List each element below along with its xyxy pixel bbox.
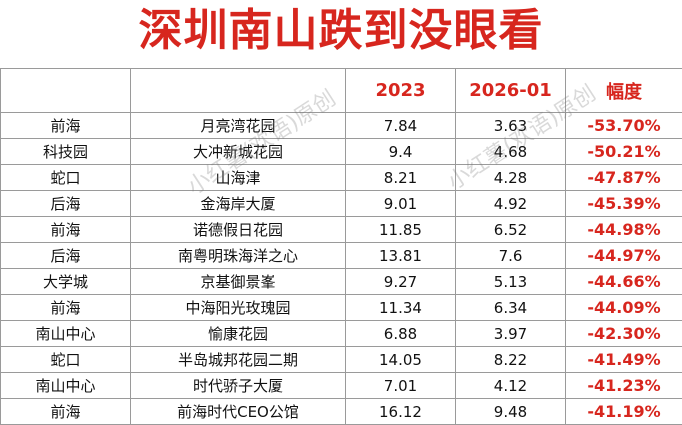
price-2026-cell: 4.28 — [456, 165, 566, 191]
header-cell — [131, 69, 346, 113]
price-2023-cell: 11.34 — [346, 295, 456, 321]
district-cell: 大学城 — [1, 269, 131, 295]
estate-cell: 半岛城邦花园二期 — [131, 347, 346, 373]
price-2026-cell: 4.92 — [456, 191, 566, 217]
estate-cell: 大冲新城花园 — [131, 139, 346, 165]
price-2026-cell: 3.97 — [456, 321, 566, 347]
price-2026-cell: 6.52 — [456, 217, 566, 243]
price-2026-cell: 4.68 — [456, 139, 566, 165]
district-cell: 蛇口 — [1, 165, 131, 191]
change-cell: -45.39% — [566, 191, 682, 217]
header-cell: 2026-01 — [456, 69, 566, 113]
estate-cell: 山海津 — [131, 165, 346, 191]
district-cell: 前海 — [1, 113, 131, 139]
estate-cell: 南粤明珠海洋之心 — [131, 243, 346, 269]
change-cell: -44.98% — [566, 217, 682, 243]
price-2023-cell: 9.27 — [346, 269, 456, 295]
title: 深圳南山跌到没眼看 — [0, 0, 682, 66]
estate-cell: 中海阳光玫瑰园 — [131, 295, 346, 321]
change-cell: -53.70% — [566, 113, 682, 139]
price-2023-cell: 13.81 — [346, 243, 456, 269]
price-2026-cell: 8.22 — [456, 347, 566, 373]
district-cell: 科技园 — [1, 139, 131, 165]
change-cell: -41.49% — [566, 347, 682, 373]
change-cell: -44.97% — [566, 243, 682, 269]
change-cell: -41.23% — [566, 373, 682, 399]
price-2023-cell: 14.05 — [346, 347, 456, 373]
estate-cell: 愉康花园 — [131, 321, 346, 347]
estate-cell: 京基御景峯 — [131, 269, 346, 295]
price-2023-cell: 6.88 — [346, 321, 456, 347]
district-cell: 前海 — [1, 217, 131, 243]
change-cell: -42.30% — [566, 321, 682, 347]
estate-cell: 诺德假日花园 — [131, 217, 346, 243]
price-2026-cell: 5.13 — [456, 269, 566, 295]
estate-cell: 时代骄子大厦 — [131, 373, 346, 399]
change-cell: -44.66% — [566, 269, 682, 295]
price-2023-cell: 9.4 — [346, 139, 456, 165]
district-cell: 后海 — [1, 191, 131, 217]
header-cell — [1, 69, 131, 113]
price-2023-cell: 7.84 — [346, 113, 456, 139]
price-2023-cell: 11.85 — [346, 217, 456, 243]
price-2026-cell: 3.63 — [456, 113, 566, 139]
change-cell: -50.21% — [566, 139, 682, 165]
header-cell: 2023 — [346, 69, 456, 113]
estate-cell: 月亮湾花园 — [131, 113, 346, 139]
price-2026-cell: 6.34 — [456, 295, 566, 321]
price-2026-cell: 7.6 — [456, 243, 566, 269]
change-cell: -44.09% — [566, 295, 682, 321]
price-2023-cell: 9.01 — [346, 191, 456, 217]
price-2026-cell: 4.12 — [456, 373, 566, 399]
district-cell: 后海 — [1, 243, 131, 269]
price-2023-cell: 8.21 — [346, 165, 456, 191]
estate-cell: 金海岸大厦 — [131, 191, 346, 217]
district-cell: 南山中心 — [1, 321, 131, 347]
district-cell: 蛇口 — [1, 347, 131, 373]
price-2023-cell: 7.01 — [346, 373, 456, 399]
header-cell: 幅度 — [566, 69, 682, 113]
district-cell: 前海 — [1, 295, 131, 321]
change-cell: -47.87% — [566, 165, 682, 191]
district-cell: 南山中心 — [1, 373, 131, 399]
